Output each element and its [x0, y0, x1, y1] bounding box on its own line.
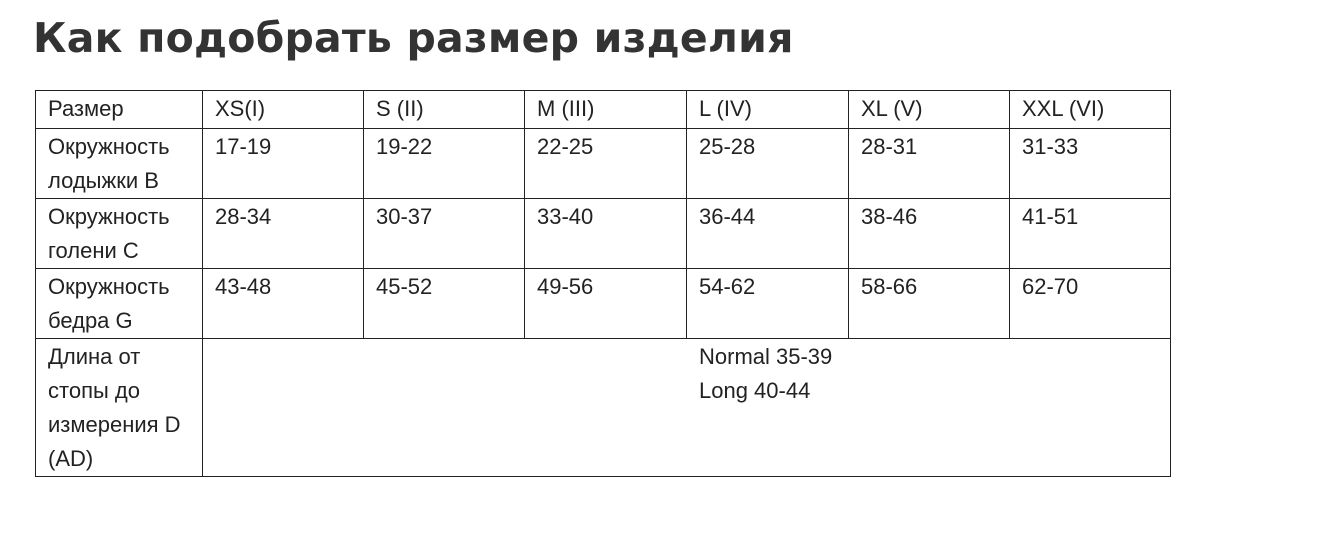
table-body: Размер XS(I) S (II) M (III) L (IV) XL (V) XXL …: [35, 90, 1171, 477]
cell: 17-19: [202, 128, 364, 199]
page-title: Как подобрать размер изделия: [33, 14, 794, 62]
cell: 19-22: [363, 128, 525, 199]
cell: 28-31: [848, 128, 1010, 199]
table-row: Окружность голени C 28-34 30-37 33-40 36-44 3…: [35, 198, 1171, 269]
size-table: Размер XS(I) S (II) M (III) L (IV) XL (V) XXL …: [35, 90, 1171, 477]
header-cell: L (IV): [686, 90, 849, 129]
header-cell: M (III): [524, 90, 687, 129]
cell: 30-37: [363, 198, 525, 269]
header-cell: XXL (VI): [1009, 90, 1171, 129]
cell: 38-46: [848, 198, 1010, 269]
cell: 25-28: [686, 128, 849, 199]
cell-line: Normal 35-39: [699, 344, 833, 369]
table-row: Окружность бедра G 43-48 45-52 49-56 54-62 58…: [35, 268, 1171, 339]
cell: 49-56: [524, 268, 687, 339]
cell: 28-34: [202, 198, 364, 269]
cell: 43-48: [202, 268, 364, 339]
cell: 22-25: [524, 128, 687, 199]
merged-cell: Normal 35-39 Long 40-44: [202, 338, 1171, 477]
cell: 41-51: [1009, 198, 1171, 269]
cell: 31-33: [1009, 128, 1171, 199]
row-label: Окружность бедра G: [35, 268, 203, 339]
header-row: Размер XS(I) S (II) M (III) L (IV) XL (V) XXL …: [35, 90, 1171, 129]
table-row: Длина от стопы до измерения D (AD) Normal…: [35, 338, 1171, 477]
cell: 62-70: [1009, 268, 1171, 339]
header-cell: Размер: [35, 90, 203, 129]
row-label: Окружность лодыжки B: [35, 128, 203, 199]
header-cell: S (II): [363, 90, 525, 129]
cell-line: Long 40-44: [699, 378, 811, 403]
table-row: Окружность лодыжки B 17-19 19-22 22-25 25-28…: [35, 128, 1171, 199]
cell: 36-44: [686, 198, 849, 269]
row-label: Длина от стопы до измерения D (AD): [35, 338, 203, 477]
cell: 33-40: [524, 198, 687, 269]
cell: 58-66: [848, 268, 1010, 339]
cell: 45-52: [363, 268, 525, 339]
row-label: Окружность голени C: [35, 198, 203, 269]
header-cell: XL (V): [848, 90, 1010, 129]
cell: 54-62: [686, 268, 849, 339]
header-cell: XS(I): [202, 90, 364, 129]
cell-lines: Normal 35-39 Long 40-44: [699, 340, 839, 408]
